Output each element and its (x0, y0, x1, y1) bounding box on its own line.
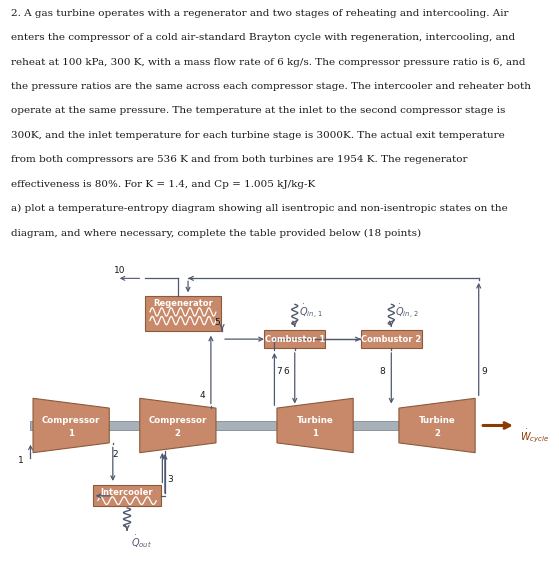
Text: reheat at 100 kPa, 300 K, with a mass flow rate of 6 kg/s. The compressor pressu: reheat at 100 kPa, 300 K, with a mass fl… (11, 57, 525, 67)
Text: Compressor: Compressor (42, 416, 100, 425)
Text: 7: 7 (276, 367, 282, 376)
Text: from both compressors are 536 K and from both turbines are 1954 K. The regenerat: from both compressors are 536 K and from… (11, 155, 468, 164)
Text: 4: 4 (199, 391, 205, 400)
Text: 1: 1 (18, 456, 24, 465)
Text: 3: 3 (168, 475, 173, 485)
Text: Combustor 2: Combustor 2 (361, 335, 421, 343)
Text: 2. A gas turbine operates with a regenerator and two stages of reheating and int: 2. A gas turbine operates with a regener… (11, 9, 509, 18)
Text: effectiveness is 80%. For K = 1.4, and Cp = 1.005 kJ/kg-K: effectiveness is 80%. For K = 1.4, and C… (11, 180, 315, 189)
FancyBboxPatch shape (31, 422, 472, 430)
Polygon shape (277, 398, 353, 453)
Text: 9: 9 (481, 367, 487, 376)
Polygon shape (399, 398, 475, 453)
Text: 300K, and the inlet temperature for each turbine stage is 3000K. The actual exit: 300K, and the inlet temperature for each… (11, 131, 505, 140)
Text: a) plot a temperature-entropy diagram showing all isentropic and non-isentropic : a) plot a temperature-entropy diagram sh… (11, 204, 508, 214)
Text: Combustor 1: Combustor 1 (264, 335, 325, 343)
Text: 1: 1 (68, 429, 74, 438)
Text: $\dot{Q}_{in,\,2}$: $\dot{Q}_{in,\,2}$ (395, 303, 419, 321)
Text: Compressor: Compressor (149, 416, 207, 425)
Text: the pressure ratios are the same across each compressor stage. The intercooler a: the pressure ratios are the same across … (11, 82, 531, 91)
Text: 2: 2 (434, 429, 440, 438)
Text: $\dot{Q}_{out}$: $\dot{Q}_{out}$ (131, 533, 152, 551)
Text: $\dot{W}_{cycle}$: $\dot{W}_{cycle}$ (520, 427, 549, 445)
FancyBboxPatch shape (93, 485, 162, 506)
Text: diagram, and where necessary, complete the table provided below (18 points): diagram, and where necessary, complete t… (11, 229, 421, 238)
FancyBboxPatch shape (145, 296, 221, 331)
FancyBboxPatch shape (264, 330, 325, 349)
Text: 6: 6 (283, 367, 288, 376)
Text: 8: 8 (380, 367, 385, 376)
Text: Turbine: Turbine (297, 416, 334, 425)
FancyBboxPatch shape (361, 330, 422, 349)
Polygon shape (33, 398, 109, 453)
Polygon shape (140, 398, 216, 453)
Text: Turbine: Turbine (419, 416, 456, 425)
Text: 10: 10 (113, 266, 125, 275)
Text: $\dot{Q}_{in,\,1}$: $\dot{Q}_{in,\,1}$ (299, 303, 323, 321)
Text: 1: 1 (312, 429, 318, 438)
Text: Regenerator: Regenerator (153, 299, 213, 308)
Text: 5: 5 (214, 318, 220, 327)
Text: 2: 2 (113, 450, 119, 459)
Text: enters the compressor of a cold air-standard Brayton cycle with regeneration, in: enters the compressor of a cold air-stan… (11, 33, 515, 42)
Text: operate at the same pressure. The temperature at the inlet to the second compres: operate at the same pressure. The temper… (11, 107, 505, 115)
Text: Intercooler: Intercooler (101, 488, 153, 497)
Text: 2: 2 (175, 429, 181, 438)
